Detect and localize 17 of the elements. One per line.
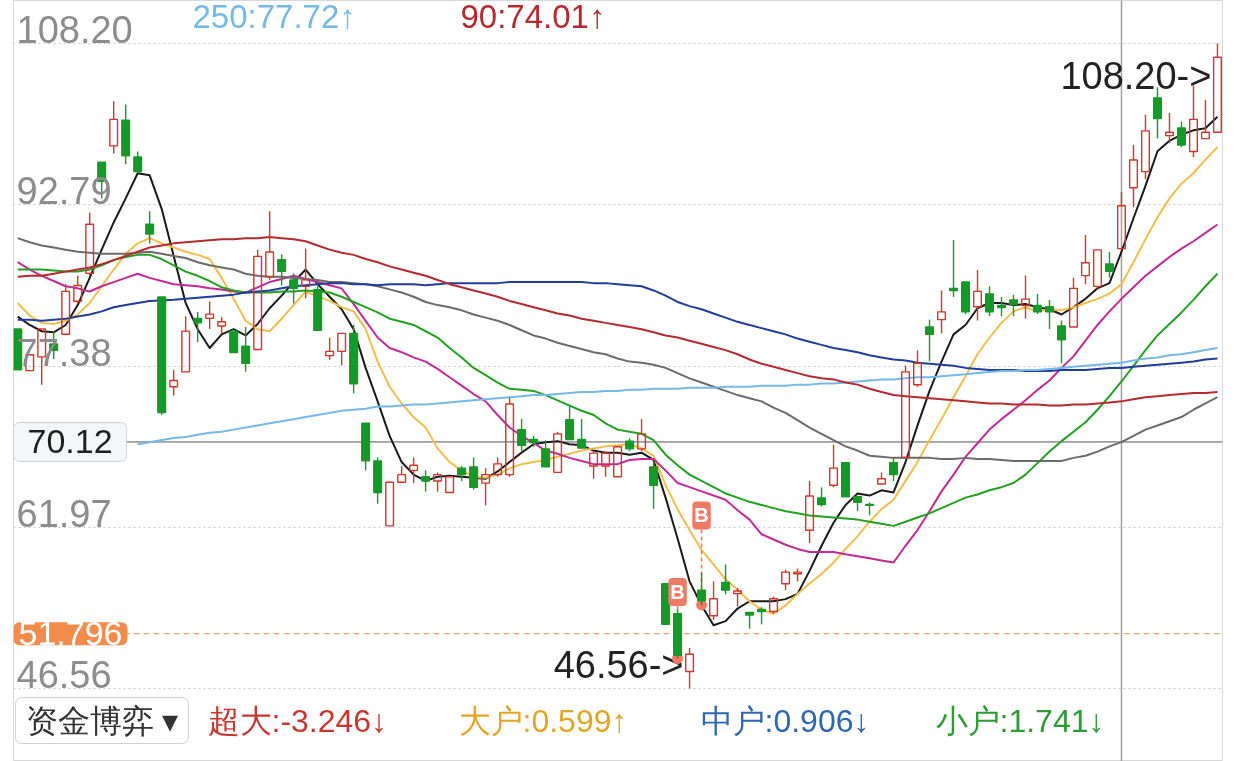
annotation: 108.20-> bbox=[1060, 54, 1212, 97]
text: 250:77.72↑ bbox=[192, 0, 356, 35]
y-tick-label: 108.20 bbox=[16, 9, 133, 51]
y-tick-label: 92.79 bbox=[16, 170, 112, 213]
annotation: 46.56-> bbox=[553, 643, 684, 686]
text: 90:74.01↑ bbox=[460, 0, 606, 35]
y-tick-label: 61.97 bbox=[16, 492, 112, 535]
text: 小户:1.741↓ bbox=[935, 702, 1105, 739]
text: 超大:-3.246↓ bbox=[207, 702, 388, 739]
text: 资金博弈 ▾ bbox=[25, 702, 179, 739]
annotation: B bbox=[670, 580, 685, 603]
ref-line-label: 51.796 bbox=[18, 614, 123, 653]
ref-line-label: 70.12 bbox=[27, 422, 113, 461]
annotation: B bbox=[694, 504, 709, 527]
y-tick-label: 46.56 bbox=[16, 654, 112, 696]
text: 中户:0.906↓ bbox=[700, 702, 870, 739]
text: 大户:0.599↑ bbox=[458, 702, 628, 739]
